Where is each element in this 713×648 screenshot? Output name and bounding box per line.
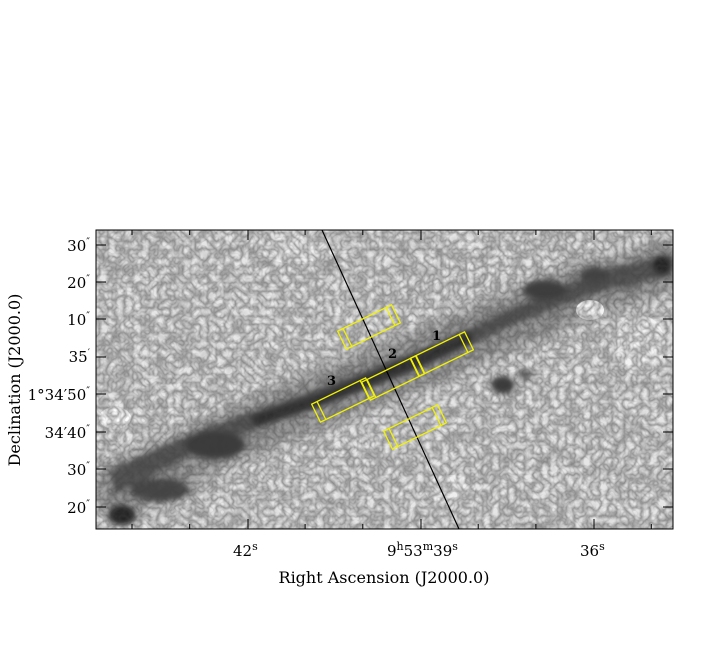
tick-marks (96, 230, 673, 529)
aperture-3 (310, 376, 376, 424)
x-tick-label: 9h53m39s (387, 540, 458, 560)
x-tick-label: 36s (580, 540, 605, 560)
aperture-divider (458, 334, 469, 353)
aperture-rect (310, 376, 376, 424)
x-axis-title: Right Ascension (J2000.0) (279, 568, 490, 587)
y-tick-label: 10″ (67, 311, 90, 329)
aperture-rect (382, 403, 448, 451)
aperture-divider (359, 380, 370, 399)
y-tick-label: 20″ (67, 499, 90, 517)
y-tick-labels: 30″ 20″ 10″ 35′ 1°34′50″ 34′40″ 30″ 20″ (28, 237, 91, 517)
y-tick-label: 30″ (67, 237, 90, 255)
slit-label-1: 1 (432, 329, 441, 344)
x-tick-label: 42s (233, 540, 258, 560)
slit-position-line (321, 229, 460, 530)
galaxy-image (96, 230, 673, 529)
slit-label-3: 3 (327, 374, 336, 389)
aperture-divider (316, 401, 327, 420)
aperture-divider (385, 307, 396, 326)
image-grain (96, 230, 673, 529)
aperture-upper-offset (336, 303, 402, 351)
y-tick-label: 34′40″ (45, 424, 91, 442)
aperture-divider (342, 328, 353, 347)
aperture-rect (336, 303, 402, 351)
y-tick-label: 20″ (67, 274, 90, 292)
aperture-divider (409, 358, 420, 377)
y-tick-label: 30″ (67, 461, 90, 479)
plot-frame (95, 229, 674, 530)
y-axis-title: Declination (J2000.0) (5, 294, 24, 467)
y-tick-label: 1°34′50″ (28, 386, 91, 404)
x-tick-labels: 42s 9h53m39s 36s (233, 540, 605, 560)
y-tick-label: 35′ (69, 348, 91, 366)
aperture-divider (431, 407, 442, 426)
aperture-lower-offset (382, 403, 448, 451)
aperture-boxes (310, 303, 475, 451)
aperture-divider (388, 428, 399, 447)
slit-label-2: 2 (388, 347, 397, 362)
